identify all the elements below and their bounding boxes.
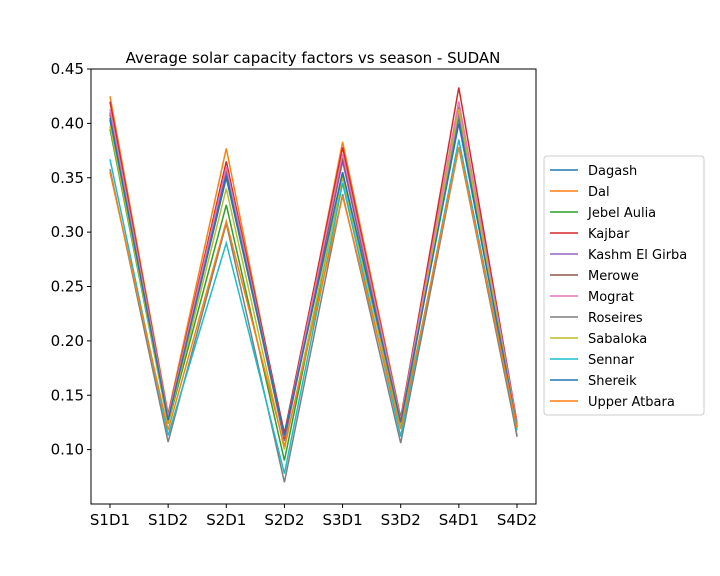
legend-label: Merowe [588, 269, 639, 284]
y-tick-label: 0.30 [51, 223, 84, 241]
series-line-6 [109, 101, 518, 437]
x-tick-label: S2D1 [206, 511, 246, 529]
y-tick-label: 0.25 [51, 278, 84, 296]
chart-title: Average solar capacity factors vs season… [126, 49, 501, 67]
legend-label: Kajbar [588, 227, 630, 242]
y-tick-label: 0.45 [51, 60, 84, 78]
series-line-1 [109, 96, 518, 439]
x-tick-label: S3D2 [381, 511, 421, 529]
series-line-10 [109, 117, 518, 436]
y-tick-label: 0.20 [51, 332, 84, 350]
y-tick-label: 0.10 [51, 441, 84, 459]
legend-label: Kashm El Girba [588, 248, 687, 263]
y-tick-label: 0.40 [51, 114, 84, 132]
y-tick-label: 0.35 [51, 169, 84, 187]
legend-label: Jebel Aulia [587, 206, 656, 221]
legend-label: Sabaloka [588, 332, 647, 347]
series-line-0 [109, 117, 518, 437]
series-lines [109, 87, 518, 483]
x-tick-label: S2D2 [264, 511, 304, 529]
x-tick-label: S1D2 [148, 511, 188, 529]
x-tick-label: S1D1 [90, 511, 130, 529]
legend-label: Mograt [588, 290, 634, 305]
y-axis: 0.10 0.15 0.20 0.25 0.30 0.35 0.40 0.45 [51, 60, 91, 459]
legend-label: Sennar [588, 353, 635, 368]
x-tick-label: S3D1 [322, 511, 362, 529]
legend: Dagash Dal Jebel Aulia Kajbar Kashm El Girba… [543, 155, 705, 416]
series-line-9 [109, 139, 518, 474]
series-line-8 [109, 109, 518, 450]
x-axis: S1D1 S1D2 S2D1 S2D2 S3D1 S3D2 S4D1 S4D2 [90, 504, 537, 529]
legend-label: Roseires [588, 311, 643, 326]
legend-label: Dagash [588, 164, 637, 179]
x-tick-label: S4D2 [497, 511, 537, 529]
x-tick-label: S4D1 [439, 511, 479, 529]
legend-label: Shereik [588, 374, 637, 389]
legend-label: Upper Atbara [588, 395, 675, 410]
legend-frame [543, 155, 705, 416]
series-line-11 [109, 147, 518, 447]
legend-label: Dal [588, 185, 610, 200]
y-tick-label: 0.15 [51, 386, 84, 404]
